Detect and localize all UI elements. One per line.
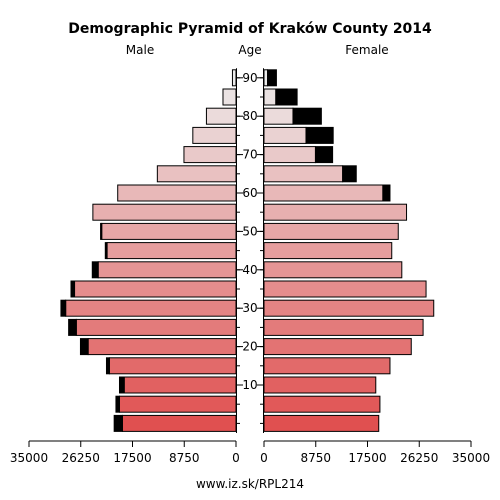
female-excess-60-64 — [382, 184, 391, 202]
axes-group: 10 20 30 40 50 60 70 80 90 0 0 8750 8750 17500 17500 26… — [10, 68, 490, 465]
male-excess-50-54 — [100, 222, 103, 240]
chart-title: Demographic Pyramid of Kraków County 201… — [68, 21, 432, 37]
age-tick-label: 70 — [242, 148, 257, 162]
female-bar-10-14 — [263, 376, 377, 394]
female-excess-85-89 — [275, 88, 298, 106]
female-excess-65-69 — [342, 165, 357, 183]
male-x-tick-label: 35000 — [10, 451, 48, 465]
female-x-tick-label: 0 — [260, 451, 268, 465]
age-label: Age — [238, 43, 261, 57]
male-excess-10-14 — [118, 376, 125, 394]
male-bar-75-79 — [192, 126, 237, 144]
male-x-tick-label: 17500 — [113, 451, 151, 465]
female-bar-40-44 — [263, 261, 403, 279]
male-bar-85-89 — [222, 88, 237, 106]
male-label: Male — [126, 43, 154, 57]
female-excess-75-79 — [305, 126, 334, 144]
male-bar-55-59 — [92, 203, 237, 221]
female-bar-15-19 — [263, 357, 391, 375]
age-tick-label: 60 — [242, 186, 257, 200]
male-bar-80-84 — [205, 107, 237, 125]
female-bar-65-69 — [263, 165, 344, 183]
female-bar-90+ — [263, 69, 269, 87]
female-bar-35-39 — [263, 280, 427, 298]
female-x-tick-label: 17500 — [348, 451, 386, 465]
male-bar-40-44 — [97, 261, 237, 279]
male-bar-35-39 — [74, 280, 237, 298]
age-tick-label: 90 — [242, 71, 257, 85]
female-x-tick-label: 35000 — [452, 451, 490, 465]
female-bar-55-59 — [263, 203, 408, 221]
female-bar-0-4 — [263, 414, 380, 432]
footer-source: www.iz.sk/RPL214 — [196, 477, 304, 491]
male-excess-35-39 — [70, 280, 76, 298]
male-bar-50-54 — [101, 222, 237, 240]
male-excess-45-49 — [104, 242, 108, 260]
male-bar-15-19 — [108, 357, 237, 375]
age-tick-label: 50 — [242, 224, 257, 238]
female-bar-85-89 — [263, 88, 277, 106]
male-x-tick-label: 26250 — [62, 451, 100, 465]
age-tick-label: 30 — [242, 301, 257, 315]
female-excess-90+ — [267, 69, 277, 87]
female-bar-75-79 — [263, 126, 307, 144]
male-excess-20-24 — [79, 338, 89, 356]
female-bar-70-74 — [263, 146, 316, 164]
male-excess-0-4 — [113, 414, 123, 432]
male-excess-40-44 — [91, 261, 99, 279]
female-bar-45-49 — [263, 242, 393, 260]
age-tick-label: 10 — [242, 378, 257, 392]
bars-group — [60, 69, 435, 432]
age-tick-label: 20 — [242, 340, 257, 354]
male-bar-70-74 — [183, 146, 237, 164]
female-x-tick-label: 26250 — [400, 451, 438, 465]
male-excess-5-9 — [115, 395, 120, 413]
female-x-tick-label: 8750 — [300, 451, 331, 465]
male-x-tick-label: 8750 — [169, 451, 200, 465]
female-bar-20-24 — [263, 338, 412, 356]
male-bar-65-69 — [156, 165, 237, 183]
female-label: Female — [345, 43, 388, 57]
age-tick-label: 80 — [242, 109, 257, 123]
male-excess-15-19 — [105, 357, 110, 375]
male-excess-30-34 — [60, 299, 67, 317]
male-bar-20-24 — [87, 338, 237, 356]
female-bar-50-54 — [263, 222, 399, 240]
male-bar-5-9 — [118, 395, 237, 413]
male-bar-0-4 — [121, 414, 237, 432]
female-excess-70-74 — [314, 146, 334, 164]
male-excess-25-29 — [68, 318, 77, 336]
female-bar-30-34 — [263, 299, 435, 317]
male-bar-25-29 — [75, 318, 237, 336]
female-bar-5-9 — [263, 395, 381, 413]
female-bar-25-29 — [263, 318, 424, 336]
female-bar-60-64 — [263, 184, 384, 202]
male-bar-60-64 — [117, 184, 237, 202]
male-bar-30-34 — [65, 299, 237, 317]
age-tick-label: 40 — [242, 263, 257, 277]
male-bar-10-14 — [123, 376, 237, 394]
male-bar-90+ — [231, 69, 237, 87]
male-x-tick-label: 0 — [232, 451, 240, 465]
female-excess-80-84 — [292, 107, 322, 125]
female-bar-80-84 — [263, 107, 294, 125]
male-bar-45-49 — [106, 242, 237, 260]
